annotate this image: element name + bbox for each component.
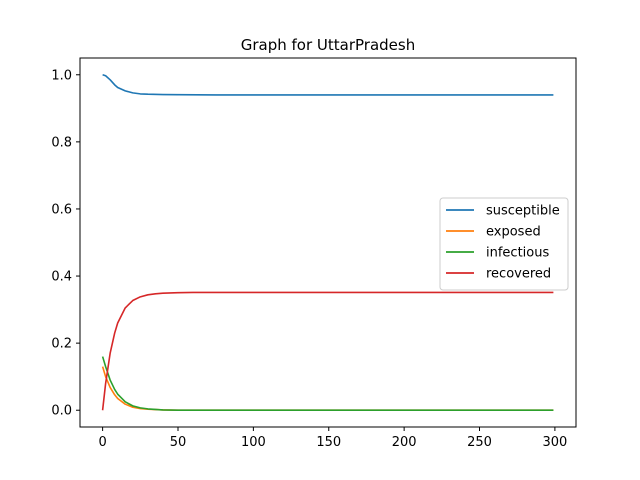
y-tick-label: 0.6 bbox=[51, 202, 72, 217]
y-tick-label: 0.4 bbox=[51, 270, 72, 285]
chart-title: Graph for UttarPradesh bbox=[241, 36, 416, 54]
y-tick-label: 1.0 bbox=[51, 68, 72, 83]
x-tick-label: 0 bbox=[98, 435, 106, 450]
legend-box bbox=[439, 197, 569, 291]
series-line-recovered bbox=[101, 291, 554, 411]
y-axis: 0.0 0.2 0.4 0.6 0.8 1.0 bbox=[51, 68, 80, 419]
plot-frame bbox=[79, 57, 577, 428]
y-tick-label: 0.0 bbox=[51, 404, 72, 419]
x-tick-label: 50 bbox=[170, 435, 187, 450]
x-tick-label: 150 bbox=[316, 435, 341, 450]
series-line-susceptible bbox=[102, 74, 554, 96]
x-tick-label: 200 bbox=[392, 435, 417, 450]
series-layer bbox=[101, 74, 554, 412]
legend-label-exposed: exposed bbox=[486, 225, 541, 240]
x-tick-label: 250 bbox=[467, 435, 492, 450]
series-line-infectious bbox=[101, 356, 554, 412]
x-tick-label: 100 bbox=[241, 435, 266, 450]
series-line-exposed bbox=[101, 366, 554, 412]
y-tick-label: 0.8 bbox=[51, 135, 72, 150]
y-tick-label: 0.2 bbox=[51, 337, 72, 352]
x-tick-label: 300 bbox=[542, 435, 567, 450]
legend-label-recovered: recovered bbox=[486, 267, 551, 282]
legend-label-infectious: infectious bbox=[486, 246, 549, 261]
legend-label-susceptible: susceptible bbox=[486, 204, 560, 219]
legend: susceptible exposed infectious recovered bbox=[439, 197, 569, 291]
x-axis: 0 50 100 150 200 250 300 bbox=[98, 427, 567, 450]
